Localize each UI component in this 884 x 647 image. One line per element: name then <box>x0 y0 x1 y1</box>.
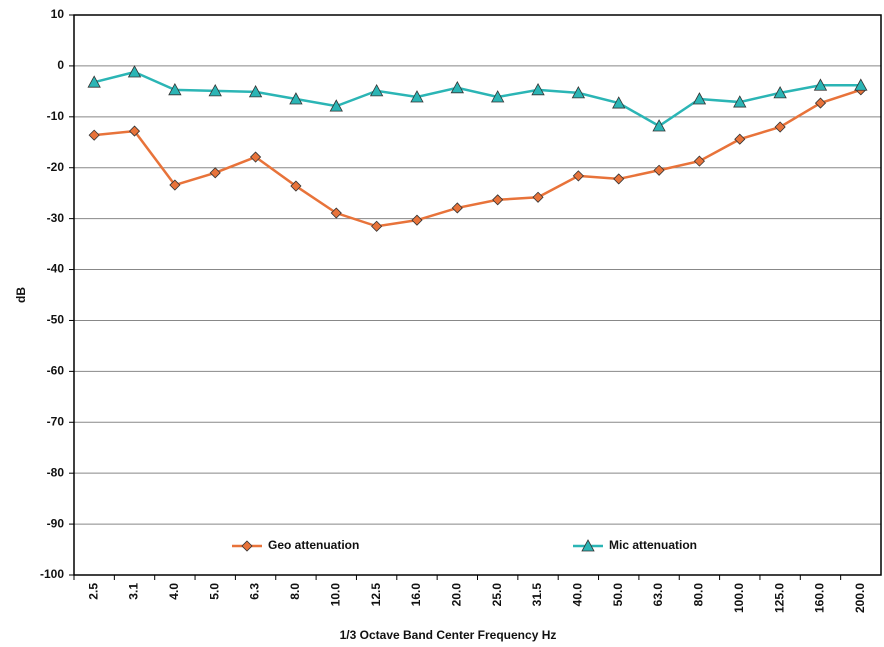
marker <box>208 84 222 97</box>
y-tick-label: -50 <box>47 313 65 327</box>
marker <box>613 173 625 185</box>
y-tick-label: 10 <box>51 7 65 21</box>
legend-label: Geo attenuation <box>268 538 359 552</box>
x-tick-label: 50.0 <box>611 583 625 607</box>
marker <box>450 80 464 94</box>
marker <box>612 96 626 109</box>
marker <box>492 194 504 206</box>
marker <box>813 78 828 91</box>
marker <box>88 129 100 141</box>
marker <box>209 167 221 179</box>
y-tick-label: -100 <box>40 567 64 581</box>
marker <box>290 180 302 192</box>
y-tick-label: 0 <box>57 58 64 72</box>
x-tick-label: 2.5 <box>86 583 100 600</box>
x-tick-label: 160.0 <box>813 583 827 613</box>
x-tick-label: 200.0 <box>853 583 867 613</box>
x-tick-label: 40.0 <box>571 583 585 607</box>
marker <box>773 86 787 99</box>
marker <box>854 78 868 91</box>
marker <box>652 119 666 132</box>
marker <box>572 170 584 182</box>
series-line <box>94 88 862 228</box>
x-tick-label: 6.3 <box>248 583 262 600</box>
marker <box>410 90 424 103</box>
x-tick-label: 25.0 <box>490 583 504 607</box>
y-tick-label: -30 <box>47 211 65 225</box>
y-tick-label: -70 <box>47 414 65 428</box>
x-tick-label: 4.0 <box>167 583 181 600</box>
marker <box>127 65 142 78</box>
marker <box>330 207 342 219</box>
y-axis-title: dB <box>14 287 28 303</box>
y-tick-label: -10 <box>47 109 65 123</box>
marker <box>653 164 665 176</box>
y-tick-label: -80 <box>47 465 65 479</box>
marker <box>87 75 101 88</box>
x-axis-title: 1/3 Octave Band Center Frequency Hz <box>340 628 557 642</box>
marker <box>531 83 545 96</box>
x-tick-label: 80.0 <box>692 583 706 607</box>
marker <box>289 92 303 105</box>
y-tick-label: -20 <box>47 160 65 174</box>
y-tick-label: -90 <box>47 516 65 530</box>
x-tick-label: 125.0 <box>772 583 786 613</box>
x-tick-label: 5.0 <box>207 583 221 600</box>
marker <box>169 179 181 191</box>
plot-frame <box>73 14 882 576</box>
x-tick-label: 20.0 <box>449 583 463 607</box>
x-tick-label: 31.5 <box>530 583 544 607</box>
marker <box>814 97 827 109</box>
marker <box>491 90 505 103</box>
x-tick-label: 12.5 <box>369 583 383 607</box>
marker <box>692 92 707 105</box>
marker <box>532 191 544 203</box>
marker <box>733 95 747 108</box>
x-tick-label: 3.1 <box>127 583 141 600</box>
x-tick-label: 8.0 <box>288 583 302 600</box>
marker <box>128 125 141 137</box>
y-tick-label: -60 <box>47 364 65 378</box>
legend-label: Mic attenuation <box>609 538 697 552</box>
marker <box>451 202 463 214</box>
marker <box>734 133 746 145</box>
marker <box>571 86 586 99</box>
marker <box>329 99 343 112</box>
marker <box>250 151 262 163</box>
marker <box>693 155 705 167</box>
marker <box>581 539 595 552</box>
marker <box>371 220 383 232</box>
y-tick-label: -40 <box>47 262 65 276</box>
x-tick-label: 10.0 <box>328 583 342 607</box>
marker <box>168 83 182 96</box>
marker <box>411 214 423 226</box>
x-tick-label: 63.0 <box>651 583 665 607</box>
x-tick-label: 100.0 <box>732 583 746 613</box>
marker <box>248 85 263 98</box>
x-tick-label: 16.0 <box>409 583 423 607</box>
marker <box>369 84 384 97</box>
marker <box>774 121 786 133</box>
marker <box>241 540 253 552</box>
series-line <box>93 70 861 128</box>
